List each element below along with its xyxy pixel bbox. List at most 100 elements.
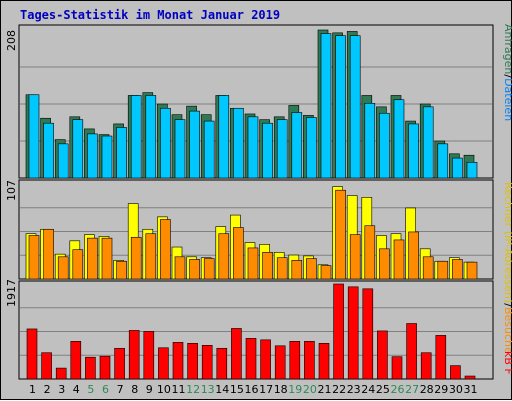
day-label-29: 29 xyxy=(434,383,448,396)
svg-text:kB F: kB F xyxy=(502,351,512,375)
besuche-bar-day-15 xyxy=(233,227,244,280)
day-label-1: 1 xyxy=(29,383,36,396)
kbf-bar-day-8 xyxy=(128,330,140,380)
dateien-bar-day-20 xyxy=(306,117,317,179)
dateien-bar-day-31 xyxy=(466,162,478,179)
besuche-bar-day-10 xyxy=(160,219,171,280)
day-label-17: 17 xyxy=(259,383,273,396)
dateien-bar-day-29 xyxy=(437,143,449,179)
besuche-bar-day-23 xyxy=(349,234,361,280)
dateien-bar-day-28 xyxy=(422,106,434,179)
besuche-bar-day-11 xyxy=(174,256,186,280)
kbf-bar-day-29 xyxy=(435,335,447,380)
day-axis-labels: 1 2 3 4 5 6 7 8 9 10 11 12 13 14 15 16 17 18 19 20 21 22 23 24 2… xyxy=(29,383,478,396)
kbf-legend-label: kB F xyxy=(502,351,512,375)
besuche-bar-day-2 xyxy=(43,228,54,280)
kbf-bar-day-26 xyxy=(391,356,403,380)
middle-panel-bars xyxy=(25,186,478,280)
dateien-bar-day-13 xyxy=(203,120,215,179)
kbf-bar-day-11 xyxy=(172,342,184,380)
kbf-bar-day-10 xyxy=(158,347,169,380)
day-label-20: 20 xyxy=(303,383,317,396)
kbf-bar-day-21 xyxy=(318,343,330,380)
kbf-bar-day-7 xyxy=(114,347,125,380)
dateien-bar-day-5 xyxy=(87,133,98,179)
svg-text:Rechner (IP-Adressen)/Besuche: Rechner (IP-Adressen)/Besuche xyxy=(502,182,512,354)
besuche-bar-day-30 xyxy=(452,259,463,280)
besuche-bar-day-24 xyxy=(364,225,376,280)
dateien-bar-day-27 xyxy=(408,123,419,179)
kbf-bar-day-2 xyxy=(41,352,52,380)
day-label-28: 28 xyxy=(420,383,434,396)
dateien-bar-day-16 xyxy=(247,116,259,179)
day-label-15: 15 xyxy=(230,383,244,396)
dateien-bar-day-21 xyxy=(320,33,332,179)
besuche-bar-day-12 xyxy=(189,259,200,280)
dateien-bar-day-18 xyxy=(276,119,288,179)
besuche-bar-day-13 xyxy=(203,258,215,280)
kbf-bar-day-31 xyxy=(464,375,476,380)
day-label-9: 9 xyxy=(146,383,153,396)
day-label-25: 25 xyxy=(376,383,390,396)
dateien-bar-day-15 xyxy=(233,107,244,179)
kbf-bar-day-1 xyxy=(26,328,38,380)
chart-title: Tages-Statistik im Monat Januar 2019 xyxy=(20,8,280,22)
besuche-bar-day-28 xyxy=(422,256,434,280)
middle-y-max-label: 107 xyxy=(5,180,18,201)
day-label-2: 2 xyxy=(44,383,51,396)
middle-side-legend: Rechner (IP-Adressen)/Besuche xyxy=(502,182,512,354)
kbf-bar-day-23 xyxy=(347,286,359,380)
day-label-18: 18 xyxy=(274,383,288,396)
bottom-panel: 1917 xyxy=(5,279,494,380)
dateien-bar-day-10 xyxy=(160,107,171,179)
top-y-max-label: 208 xyxy=(5,30,18,51)
day-label-12: 12 xyxy=(186,383,200,396)
besuche-bar-day-29 xyxy=(437,260,449,280)
kbf-bar-day-9 xyxy=(143,331,155,380)
day-label-26: 26 xyxy=(391,383,405,396)
dateien-bar-day-24 xyxy=(364,102,376,179)
dateien-bar-day-4 xyxy=(72,119,84,179)
kbf-bar-day-27 xyxy=(406,323,417,380)
top-panel: 208 xyxy=(5,24,494,179)
dateien-bar-day-11 xyxy=(174,119,186,179)
dateien-bar-day-22 xyxy=(335,35,346,179)
besuche-bar-day-21 xyxy=(320,265,332,280)
besuche-bar-day-26 xyxy=(393,239,405,280)
rechner-legend-label: Rechner (IP-Adressen) xyxy=(502,182,512,303)
kbf-bar-day-17 xyxy=(260,339,271,380)
kbf-bar-day-28 xyxy=(420,352,432,380)
dateien-bar-day-23 xyxy=(349,35,361,179)
besuche-bar-day-17 xyxy=(262,252,273,280)
besuche-bar-day-4 xyxy=(72,249,84,280)
anfragen-legend-label: Anfragen xyxy=(502,24,512,74)
besuche-bar-day-7 xyxy=(116,260,127,280)
besuche-bar-day-18 xyxy=(276,257,288,280)
day-label-16: 16 xyxy=(245,383,259,396)
dateien-bar-day-19 xyxy=(291,112,303,179)
kbf-bar-day-14 xyxy=(216,347,228,380)
day-label-24: 24 xyxy=(361,383,375,396)
dateien-bar-day-6 xyxy=(101,135,113,179)
day-label-7: 7 xyxy=(117,383,124,396)
day-label-30: 30 xyxy=(449,383,463,396)
bottom-y-max-label: 1917 xyxy=(5,279,18,307)
top-panel-bars xyxy=(25,29,478,179)
kbf-bar-day-30 xyxy=(450,365,461,380)
besuche-bar-day-3 xyxy=(57,256,69,280)
day-label-4: 4 xyxy=(73,383,80,396)
dateien-bar-day-9 xyxy=(145,95,157,179)
day-label-27: 27 xyxy=(405,383,419,396)
kbf-bar-day-15 xyxy=(231,328,242,380)
kbf-bar-day-5 xyxy=(85,356,96,380)
day-label-8: 8 xyxy=(131,383,138,396)
dateien-bar-day-12 xyxy=(189,110,200,179)
kbf-bar-day-13 xyxy=(201,345,213,380)
kbf-bar-day-3 xyxy=(55,367,67,380)
day-label-6: 6 xyxy=(102,383,109,396)
legend-separator: / xyxy=(502,303,512,307)
besuche-bar-day-5 xyxy=(87,237,98,280)
middle-panel: 107 xyxy=(5,179,494,280)
dateien-legend-label: Dateien xyxy=(502,78,512,121)
